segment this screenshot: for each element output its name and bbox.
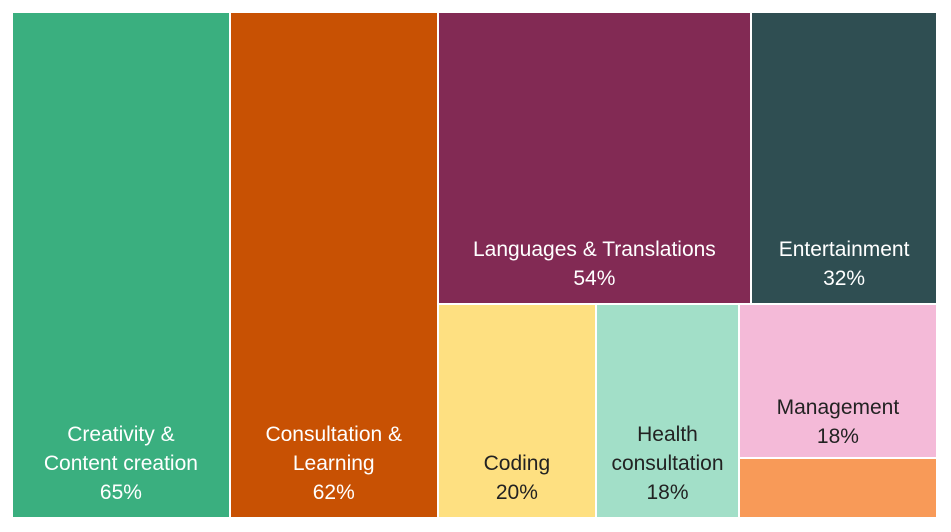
category-label: Consultation & Learning [265, 423, 403, 475]
tile: Entertainment 32% [752, 13, 936, 304]
category-label: Entertainment [778, 238, 910, 262]
value-label: 62% [312, 481, 355, 504]
tile: Health consultation 18% [597, 305, 738, 517]
category-label: Languages & Translations [472, 238, 716, 262]
tile: Management 18% [739, 305, 936, 458]
value-label: 18% [816, 425, 859, 449]
value-label: 18% [646, 480, 689, 504]
category-label: Management [776, 396, 900, 420]
tile: Consultation & Learning 62% [230, 13, 437, 517]
tile: Creativity & Content creation 65% [13, 13, 229, 517]
tile: Coding 20% [438, 305, 596, 517]
category-label: Creativity & Content creation [43, 423, 198, 475]
value-label: 54% [573, 267, 616, 291]
category-label: Health consultation [611, 422, 724, 475]
value-label: 32% [823, 267, 866, 291]
value-label: 20% [495, 480, 538, 504]
tile: Languages & Translations 54% [438, 13, 751, 304]
value-label: 65% [99, 481, 142, 504]
category-label: Coding [483, 451, 551, 475]
tile [739, 459, 936, 517]
